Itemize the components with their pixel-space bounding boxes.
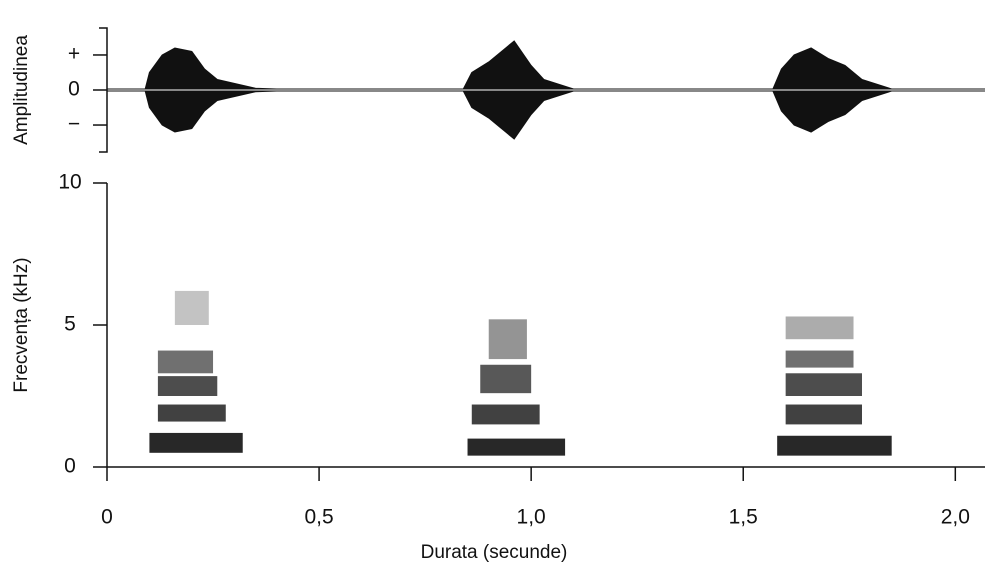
spectrogram-cell <box>157 376 218 396</box>
y-tick-label: − <box>68 113 80 136</box>
x-tick-label: 0 <box>101 506 113 529</box>
x-tick-label: 0,5 <box>304 506 333 529</box>
x-tick-label: 1,5 <box>729 506 758 529</box>
spectrogram-cell <box>777 435 892 456</box>
x-tick-label: 1,0 <box>517 506 546 529</box>
spectrogram-cell <box>785 350 854 368</box>
waveform-envelope <box>107 90 985 140</box>
spectrogram-cell <box>471 404 540 425</box>
y-tick-label: 5 <box>64 313 76 336</box>
spectrogram-cell <box>488 319 527 360</box>
spectrogram-cell <box>149 432 243 453</box>
x-axis-label: Durata (secunde) <box>421 542 568 563</box>
spectrogram-cell <box>467 438 566 456</box>
spectrogram-cell <box>480 364 532 394</box>
spectrogram-cell <box>785 316 854 340</box>
spectrogram-cell <box>174 290 209 325</box>
spectrogram-cell <box>157 404 226 422</box>
y-tick-label: 10 <box>58 171 81 194</box>
frequency-label: Frecvența (kHz) <box>11 257 32 392</box>
y-axis <box>99 27 108 153</box>
spectrogram-cell <box>157 350 214 374</box>
spectrogram-cell <box>785 373 862 396</box>
y-tick-label: 0 <box>68 78 80 101</box>
y-tick-label: + <box>68 43 80 66</box>
waveform-envelope <box>107 40 985 90</box>
y-tick-label: 0 <box>64 455 76 478</box>
amplitude-label: Amplitudinea <box>11 35 32 145</box>
x-tick-label: 2,0 <box>941 506 970 529</box>
spectrogram-cell <box>785 404 862 425</box>
